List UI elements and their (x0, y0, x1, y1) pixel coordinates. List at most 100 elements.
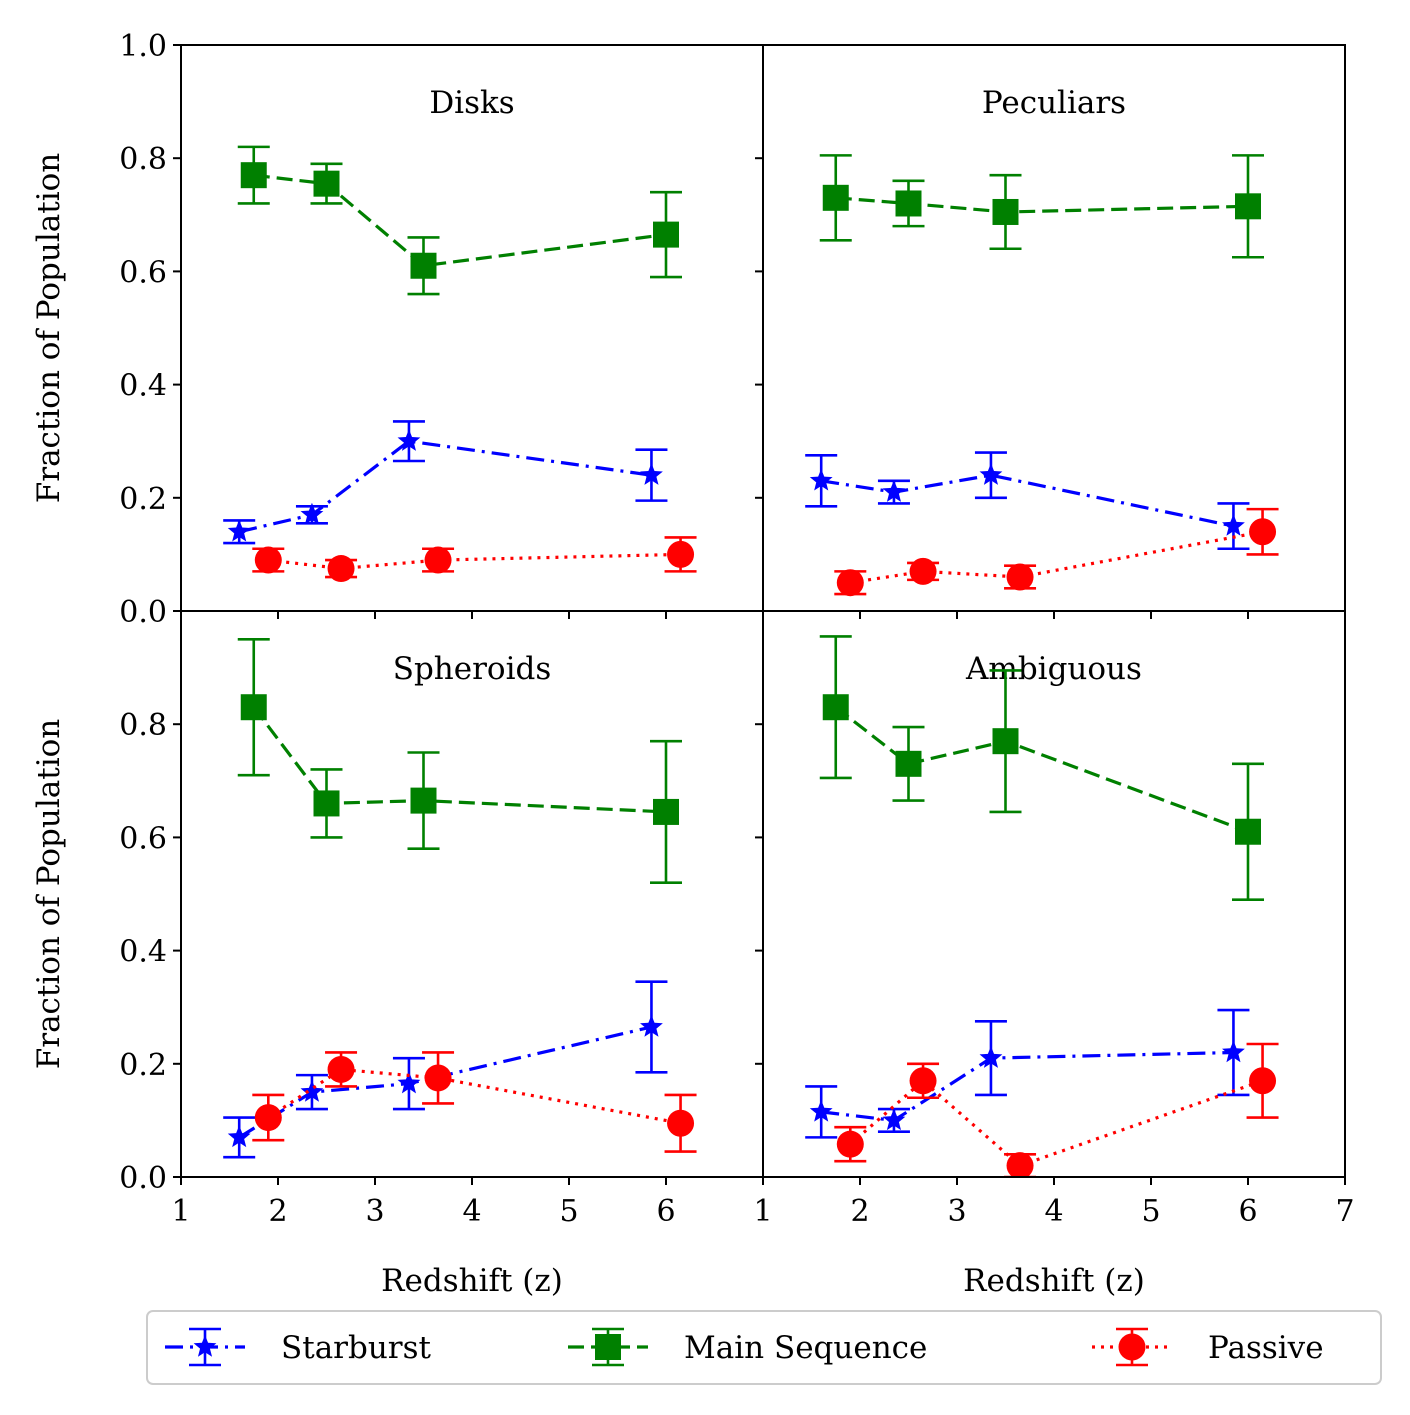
data-point (640, 463, 663, 485)
series-line (253, 173, 667, 268)
x-tick-label: 1 (753, 1194, 772, 1229)
data-point (313, 170, 340, 197)
y-axis-label: Fraction of Population (31, 719, 67, 1070)
series-line (252, 706, 667, 814)
data-point (836, 1130, 864, 1158)
series-passive (834, 1042, 1279, 1177)
data-point (240, 162, 267, 189)
data-point (410, 252, 437, 279)
y-tick-label: 0.8 (119, 142, 167, 177)
series-line (834, 705, 1249, 834)
data-point (909, 557, 937, 585)
panel-frame (180, 44, 764, 612)
x-tick-label: 5 (1141, 1194, 1160, 1229)
series-line (849, 1078, 1264, 1168)
data-point (1006, 563, 1034, 591)
data-point (895, 190, 922, 217)
series-line (238, 439, 652, 534)
data-point (424, 1064, 452, 1092)
panel-title: Spheroids (393, 651, 552, 687)
data-point (667, 1109, 695, 1137)
data-point (227, 519, 251, 542)
y-tick-label: 1.0 (119, 29, 167, 64)
data-point (327, 555, 355, 583)
legend-label: Passive (1208, 1330, 1324, 1366)
plot-area (805, 635, 1279, 1177)
data-point (653, 221, 679, 248)
data-point (640, 1015, 663, 1037)
data-point (327, 1055, 355, 1083)
x-tick-label: 7 (1335, 1194, 1354, 1229)
x-tick-label: 5 (559, 1194, 578, 1229)
series-line (835, 196, 1249, 214)
data-point (809, 1099, 833, 1122)
y-tick-label: 0.4 (119, 935, 167, 970)
x-tick-label: 4 (462, 1194, 481, 1229)
data-point (254, 1104, 282, 1132)
x-tick-label: 2 (268, 1194, 287, 1229)
data-point (1222, 514, 1245, 536)
data-point (882, 1108, 906, 1131)
x-tick-label: 2 (850, 1194, 869, 1229)
series-main_sequence (819, 635, 1264, 901)
data-point (992, 728, 1019, 755)
x-tick-label: 6 (656, 1194, 675, 1229)
legend-label: Starburst (281, 1330, 432, 1366)
data-point (300, 502, 324, 525)
x-tick-label: 3 (365, 1194, 384, 1229)
series-main_sequence (819, 154, 1264, 259)
plot-area (805, 154, 1279, 597)
panel-peculiars: Peculiars (755, 44, 1346, 619)
data-point (822, 184, 849, 211)
legend-marker (193, 1335, 217, 1357)
legend-entry-starburst: Starburst (165, 1327, 432, 1367)
series-starburst (805, 451, 1250, 551)
plot-area (223, 637, 697, 1159)
series-line (821, 1050, 1234, 1123)
data-point (909, 1067, 937, 1095)
data-point (992, 198, 1019, 225)
legend-marker (1118, 1333, 1146, 1361)
data-point (882, 480, 906, 502)
data-point (836, 569, 864, 597)
y-tick-label: 0.6 (119, 821, 167, 856)
data-point (240, 694, 267, 721)
data-point (979, 1046, 1003, 1068)
y-tick-label: 0.4 (119, 369, 167, 404)
data-point (667, 540, 695, 568)
plot-area (223, 145, 697, 583)
x-axis-label: Redshift (z) (381, 1263, 563, 1299)
data-point (653, 798, 679, 825)
data-point (822, 694, 849, 721)
y-tick-label: 0.8 (119, 708, 167, 743)
panel-frame (180, 610, 764, 1178)
panel-title: Peculiars (982, 85, 1126, 121)
data-point (313, 790, 340, 817)
data-point (1222, 1040, 1245, 1063)
series-passive (252, 536, 697, 583)
data-point (424, 546, 452, 574)
data-point (300, 1080, 324, 1102)
series-passive (252, 1051, 697, 1153)
series-line (268, 552, 681, 571)
panel-ambiguous: Ambiguous 1 2 3 4 5 6 7 (753, 610, 1355, 1229)
series-line (267, 1067, 681, 1125)
data-point (1235, 193, 1261, 220)
legend: Starburst Main Sequence Passive (146, 1310, 1382, 1385)
data-point (410, 787, 437, 814)
data-point (1249, 1067, 1277, 1095)
data-point (397, 429, 421, 451)
y-tick-label: 0.0 (119, 595, 167, 630)
panel-frame (762, 610, 1346, 1178)
y-tick-label: 0.6 (119, 255, 167, 290)
x-axis-label: Redshift (z) (963, 1263, 1145, 1299)
panel-title: Disks (429, 85, 514, 121)
series-line (850, 530, 1263, 585)
x-tick-label: 1 (171, 1194, 190, 1229)
legend-entry-passive: Passive (1092, 1327, 1324, 1367)
series-main_sequence (237, 637, 682, 884)
series-line (820, 473, 1234, 528)
data-point (1006, 1152, 1034, 1177)
data-point (809, 468, 833, 491)
